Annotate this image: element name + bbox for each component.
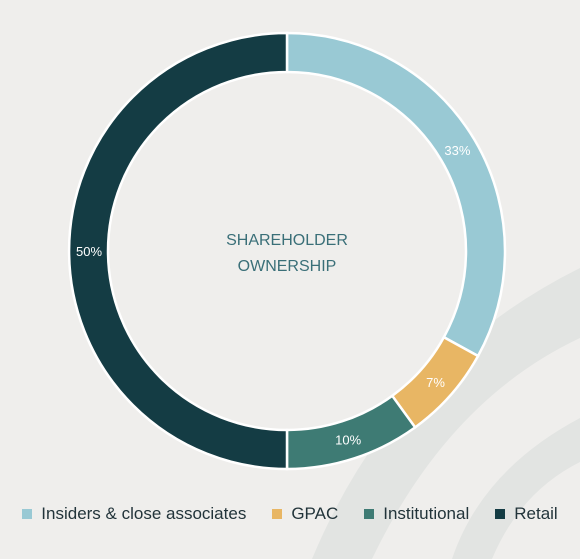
legend-label-insiders: Insiders & close associates (41, 504, 247, 523)
slice-label-retail: 50% (76, 244, 102, 259)
legend-item-institutional: Institutional (364, 504, 469, 524)
legend-item-insiders: Insiders & close associates (22, 504, 246, 524)
slices-group (67, 31, 507, 471)
legend-item-retail: Retail (495, 504, 558, 524)
slice-insiders-and-close-associates (285, 31, 507, 358)
slice-label-institutional: 10% (335, 432, 361, 447)
slice-label-insiders-and-close-associates: 33% (444, 143, 470, 158)
center-label-line-1: SHAREHOLDER (226, 232, 348, 249)
slice-labels-group: 33% 7% 10% 50% (76, 143, 471, 447)
center-label-line-2: OWNERSHIP (238, 258, 337, 275)
legend: Insiders & close associates GPAC Institu… (0, 496, 580, 532)
background-decoration (312, 268, 580, 559)
decor-stripe-2 (452, 418, 580, 559)
legend-item-gpac: GPAC (272, 504, 338, 524)
decor-stripe-1 (312, 268, 580, 559)
legend-label-retail: Retail (514, 504, 558, 523)
legend-swatch-retail (495, 509, 506, 519)
slice-label-gpac: 7% (426, 375, 445, 390)
legend-label-institutional: Institutional (383, 504, 470, 523)
legend-swatch-insiders (22, 509, 33, 519)
legend-swatch-gpac (272, 509, 283, 519)
legend-label-gpac: GPAC (291, 504, 339, 523)
legend-swatch-institutional (364, 509, 375, 519)
slice-retail (67, 31, 289, 471)
